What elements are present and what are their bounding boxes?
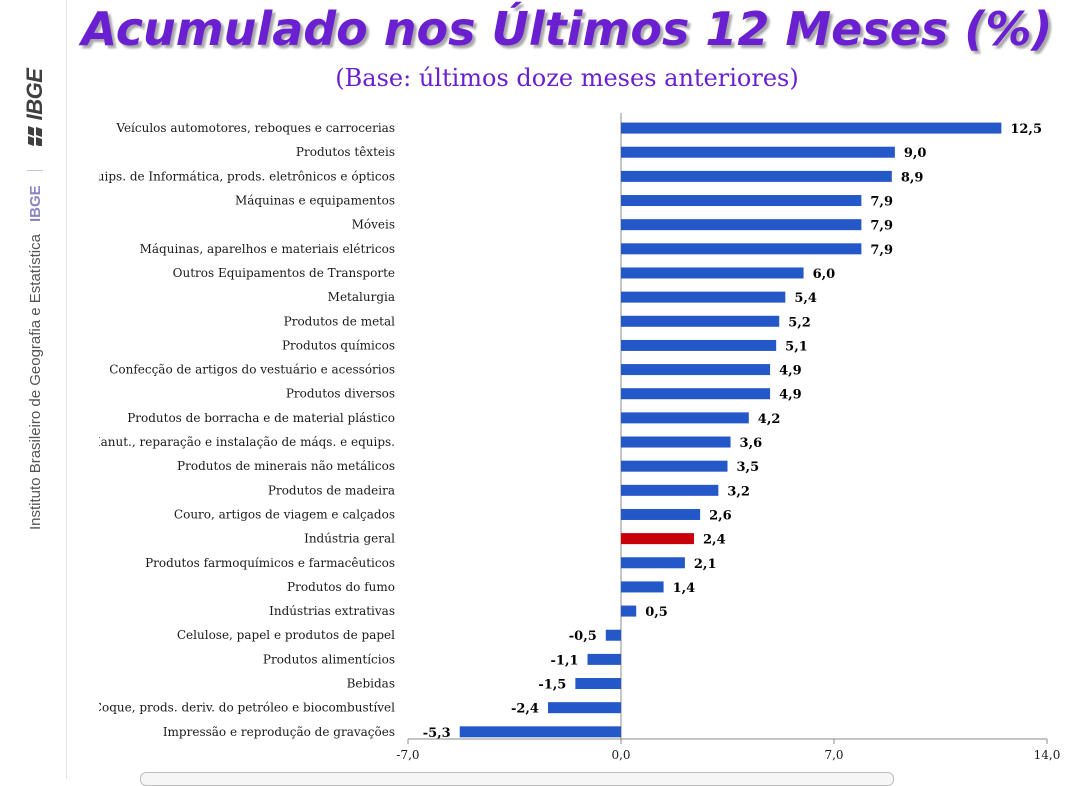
bar	[575, 678, 621, 690]
bar	[621, 412, 749, 424]
value-label: 5,1	[785, 339, 808, 354]
x-tick-label: -7,0	[396, 748, 419, 762]
category-label: Produtos diversos	[286, 387, 395, 401]
bar	[605, 629, 621, 641]
bar	[621, 364, 771, 376]
bar	[621, 388, 771, 400]
institute-name: Instituto Brasileiro de Geografia e Esta…	[26, 234, 44, 530]
bar	[621, 267, 804, 279]
bar	[621, 146, 895, 158]
value-label: 0,5	[645, 605, 668, 620]
category-label: Produtos de minerais não metálicos	[177, 459, 395, 473]
bar	[621, 508, 701, 520]
bar	[459, 726, 621, 738]
ibge-logo-text: IBGE	[22, 68, 47, 121]
bar-chart: Veículos automotores, reboques e carroce…	[99, 113, 1061, 762]
value-label: -0,5	[569, 629, 597, 644]
value-label: 12,5	[1010, 122, 1042, 137]
value-label: 6,0	[813, 267, 836, 282]
value-label: 1,4	[673, 581, 696, 596]
category-label: Equips. de Informática, prods. eletrônic…	[99, 169, 395, 183]
ibge-short-name: IBGE	[26, 185, 44, 223]
ibge-logo-icon	[28, 126, 42, 147]
value-label: 7,9	[870, 219, 893, 234]
bar	[621, 581, 664, 593]
category-label: Produtos do fumo	[287, 580, 395, 594]
category-label: Máquinas, aparelhos e materiais elétrico…	[140, 242, 395, 256]
value-label: 2,4	[703, 533, 726, 548]
bar	[621, 315, 780, 327]
category-label: Produtos farmoquímicos e farmacêuticos	[145, 556, 395, 570]
category-label: Veículos automotores, reboques e carroce…	[115, 121, 395, 135]
value-label: -1,1	[551, 653, 579, 668]
slide-scrollbar[interactable]	[140, 772, 894, 786]
value-label: 7,9	[870, 243, 893, 258]
category-label: Outros Equipamentos de Transporte	[173, 266, 395, 280]
x-tick-label: 7,0	[824, 748, 843, 762]
value-label: 4,9	[779, 388, 802, 403]
category-label: Produtos de metal	[284, 314, 396, 328]
value-label: 7,9	[870, 195, 893, 210]
value-label: 4,2	[758, 412, 781, 427]
category-label: Produtos de madeira	[268, 483, 395, 497]
bar	[621, 195, 862, 207]
value-label: 2,1	[694, 557, 717, 572]
category-label: Produtos alimentícios	[263, 652, 395, 666]
category-label: Indústrias extrativas	[269, 604, 395, 618]
bar	[621, 122, 1002, 134]
bar	[547, 702, 621, 714]
sidebar: Instituto Brasileiro de Geografia e Esta…	[0, 0, 67, 779]
sidebar-divider	[27, 170, 43, 172]
chart-title: Acumulado nos Últimos 12 Meses (%)	[81, 2, 1053, 56]
category-label: Produtos de borracha e de material plást…	[127, 411, 395, 425]
value-label: -2,4	[511, 702, 539, 717]
value-label: 8,9	[901, 170, 924, 185]
value-label: -5,3	[423, 726, 451, 741]
x-tick-label: 14,0	[1034, 748, 1061, 762]
category-label: Confecção de artigos do vestuário e aces…	[109, 363, 395, 377]
bar	[621, 533, 695, 545]
value-label: 3,5	[737, 460, 760, 475]
ibge-logo: IBGE	[22, 69, 48, 147]
category-label: Máquinas e equipamentos	[235, 194, 395, 208]
category-label: Manut., reparação e instalação de máqs. …	[99, 435, 395, 449]
category-label: Celulose, papel e produtos de papel	[177, 628, 395, 642]
category-label: Impressão e reprodução de gravações	[163, 725, 395, 739]
bar	[621, 291, 786, 303]
value-label: 2,6	[709, 508, 732, 523]
x-tick-label: 0,0	[611, 748, 630, 762]
bar	[621, 219, 862, 231]
bar	[621, 484, 719, 496]
value-label: -1,5	[538, 678, 566, 693]
chart-subtitle: (Base: últimos doze meses anteriores)	[335, 64, 799, 92]
category-label: Produtos têxteis	[296, 145, 395, 159]
category-label: Bebidas	[347, 677, 395, 691]
value-label: 5,4	[794, 291, 817, 306]
bar	[587, 653, 621, 665]
value-label: 3,6	[740, 436, 763, 451]
value-label: 4,9	[779, 364, 802, 379]
value-label: 3,2	[727, 484, 750, 499]
bar	[621, 557, 685, 569]
bar	[621, 339, 777, 351]
bar	[621, 170, 892, 182]
bar	[621, 243, 862, 255]
bar	[621, 436, 731, 448]
bar	[621, 460, 728, 472]
category-label: Metalurgia	[328, 290, 395, 304]
category-label: Couro, artigos de viagem e calçados	[174, 507, 395, 521]
value-label: 5,2	[788, 315, 811, 330]
category-label: Produtos químicos	[282, 338, 395, 352]
sidebar-branding: Instituto Brasileiro de Geografia e Esta…	[20, 10, 50, 530]
category-label: Indústria geral	[304, 532, 395, 546]
chart-panel: Veículos automotores, reboques e carroce…	[99, 113, 1068, 779]
bar	[621, 605, 637, 617]
value-label: 9,0	[904, 146, 927, 161]
category-label: Móveis	[352, 218, 395, 232]
category-label: Coque, prods. deriv. do petróleo e bioco…	[99, 701, 395, 715]
